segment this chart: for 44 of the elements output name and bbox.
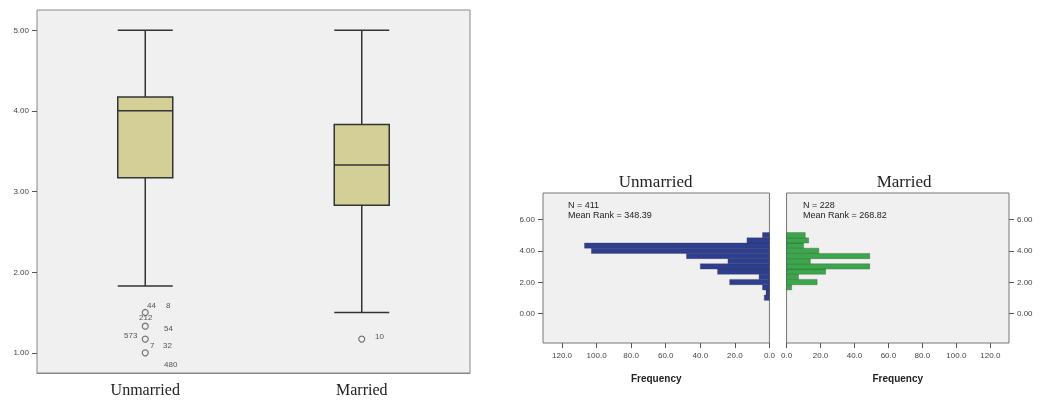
annotation: N = 228 [803, 199, 835, 210]
annotation: Mean Rank = 348.39 [568, 209, 652, 220]
y-tick-label: 3.00 [13, 187, 30, 196]
y-tick-label: 2.00 [13, 267, 30, 277]
x-tick-label: 100.0 [946, 350, 967, 360]
y-tick-label: 4.00 [1017, 246, 1034, 256]
x-tick-label: 80.0 [914, 350, 931, 360]
y-tick-label: 2.00 [519, 277, 536, 287]
x-tick-label: 20.0 [727, 350, 744, 360]
x-tick-label: 120.0 [980, 350, 1001, 360]
x-tick-label: 60.0 [657, 350, 675, 360]
x-tick-label: 120.0 [552, 350, 573, 360]
x-axis-title: Frequency [872, 372, 924, 384]
annotation: 54 [164, 323, 174, 333]
y-tick-label: 1.00 [13, 348, 30, 358]
x-tick-label: 60.0 [880, 350, 897, 360]
x-tick-label: 20.0 [812, 350, 829, 360]
y-tick-label: 5.00 [13, 25, 30, 35]
y-tick-label: 0.00 [1017, 308, 1034, 318]
x-tick-label: 0.0 [763, 350, 776, 360]
annotation: 480 [164, 359, 178, 369]
x-tick-label: 40.0 [846, 350, 863, 360]
y-tick-label: 4.00 [519, 246, 536, 256]
x-axis-title: Frequency [630, 372, 682, 384]
y-tick-label: 0.00 [519, 308, 536, 318]
y-tick-label: 4.00 [13, 106, 30, 116]
annotation: 7 [150, 340, 155, 350]
annotation: 573 [124, 330, 138, 340]
y-tick-label: 6.00 [1017, 215, 1034, 225]
y-tick-label: 2.00 [1017, 277, 1034, 287]
annotation: 32 [163, 340, 173, 350]
y-tick-label: 6.00 [519, 215, 536, 225]
x-tick-label: 40.0 [692, 350, 709, 360]
chart-title: Unmarried [618, 172, 693, 191]
annotation: 44 [147, 300, 157, 310]
annotation: 10 [375, 331, 385, 341]
annotation: 8 [166, 300, 171, 310]
annotation: N = 411 [568, 199, 600, 210]
annotation: Mean Rank = 268.82 [803, 209, 887, 220]
x-tick-label: 100.0 [586, 350, 608, 360]
x-tick-label: 80.0 [623, 350, 640, 360]
chart-title: Married [876, 172, 932, 191]
annotation: 212 [139, 312, 153, 322]
x-tick-label: 0.0 [781, 350, 793, 360]
